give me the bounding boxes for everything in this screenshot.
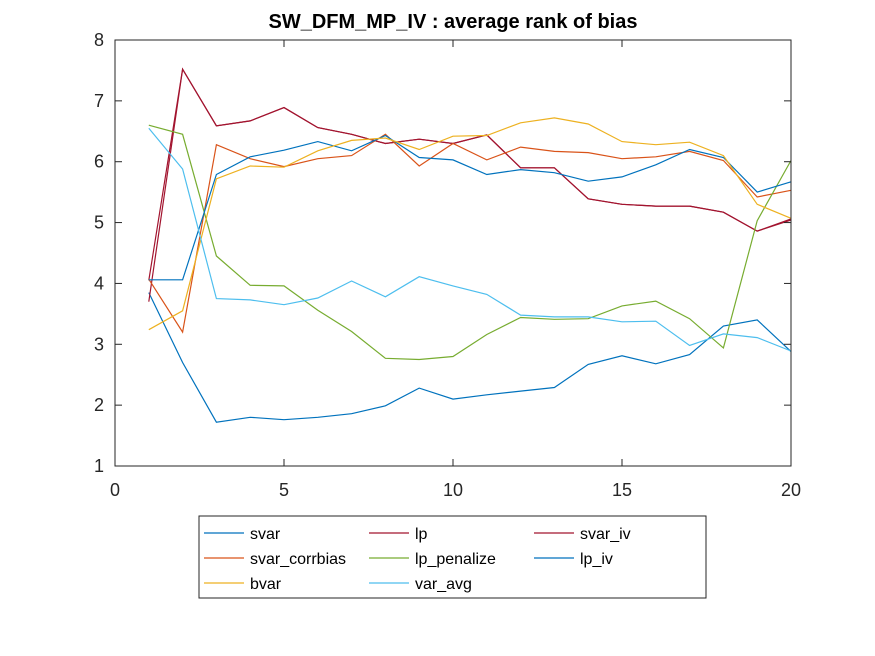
series-line-svar-iv bbox=[148, 67, 792, 281]
series-layer bbox=[148, 67, 792, 423]
series-line-var-avg bbox=[148, 127, 792, 352]
y-tick-label: 5 bbox=[94, 213, 104, 233]
legend-label-svar: svar bbox=[250, 526, 281, 543]
y-tick-label: 3 bbox=[94, 334, 104, 354]
legend: svar lp svar_iv svar_corrbias lp_penalize lp_… bbox=[198, 515, 707, 599]
plot-area bbox=[115, 40, 791, 466]
x-axis: 0 5 10 15 20 bbox=[110, 40, 801, 500]
x-tick-label: 0 bbox=[110, 480, 120, 500]
legend-label-lp: lp bbox=[415, 526, 428, 543]
x-tick-label: 20 bbox=[781, 480, 801, 500]
chart-title: SW_DFM_MP_IV : average rank of bias bbox=[268, 11, 637, 33]
legend-label-svar-corrbias: svar_corrbias bbox=[250, 551, 346, 568]
y-tick-label: 1 bbox=[94, 456, 104, 476]
y-tick-label: 7 bbox=[94, 91, 104, 111]
x-tick-label: 5 bbox=[279, 480, 289, 500]
x-tick-label: 10 bbox=[443, 480, 463, 500]
series-line-lp-iv bbox=[148, 134, 792, 281]
y-tick-label: 8 bbox=[94, 30, 104, 50]
y-axis: 1 2 3 4 5 6 7 8 bbox=[94, 30, 791, 476]
legend-label-lp-penalize: lp_penalize bbox=[415, 551, 496, 568]
series-line-svar bbox=[148, 292, 792, 423]
x-tick-label: 15 bbox=[612, 480, 632, 500]
y-tick-label: 4 bbox=[94, 273, 104, 293]
series-line-bvar bbox=[148, 117, 792, 331]
legend-label-lp-iv: lp_iv bbox=[580, 551, 613, 568]
y-tick-label: 2 bbox=[94, 395, 104, 415]
legend-label-svar-iv: svar_iv bbox=[580, 526, 631, 543]
y-tick-label: 6 bbox=[94, 152, 104, 172]
legend-label-var-avg: var_avg bbox=[415, 576, 472, 593]
legend-box bbox=[198, 515, 707, 599]
legend-label-bvar: bvar bbox=[250, 576, 282, 593]
series-line-lp-penalize bbox=[148, 124, 792, 361]
